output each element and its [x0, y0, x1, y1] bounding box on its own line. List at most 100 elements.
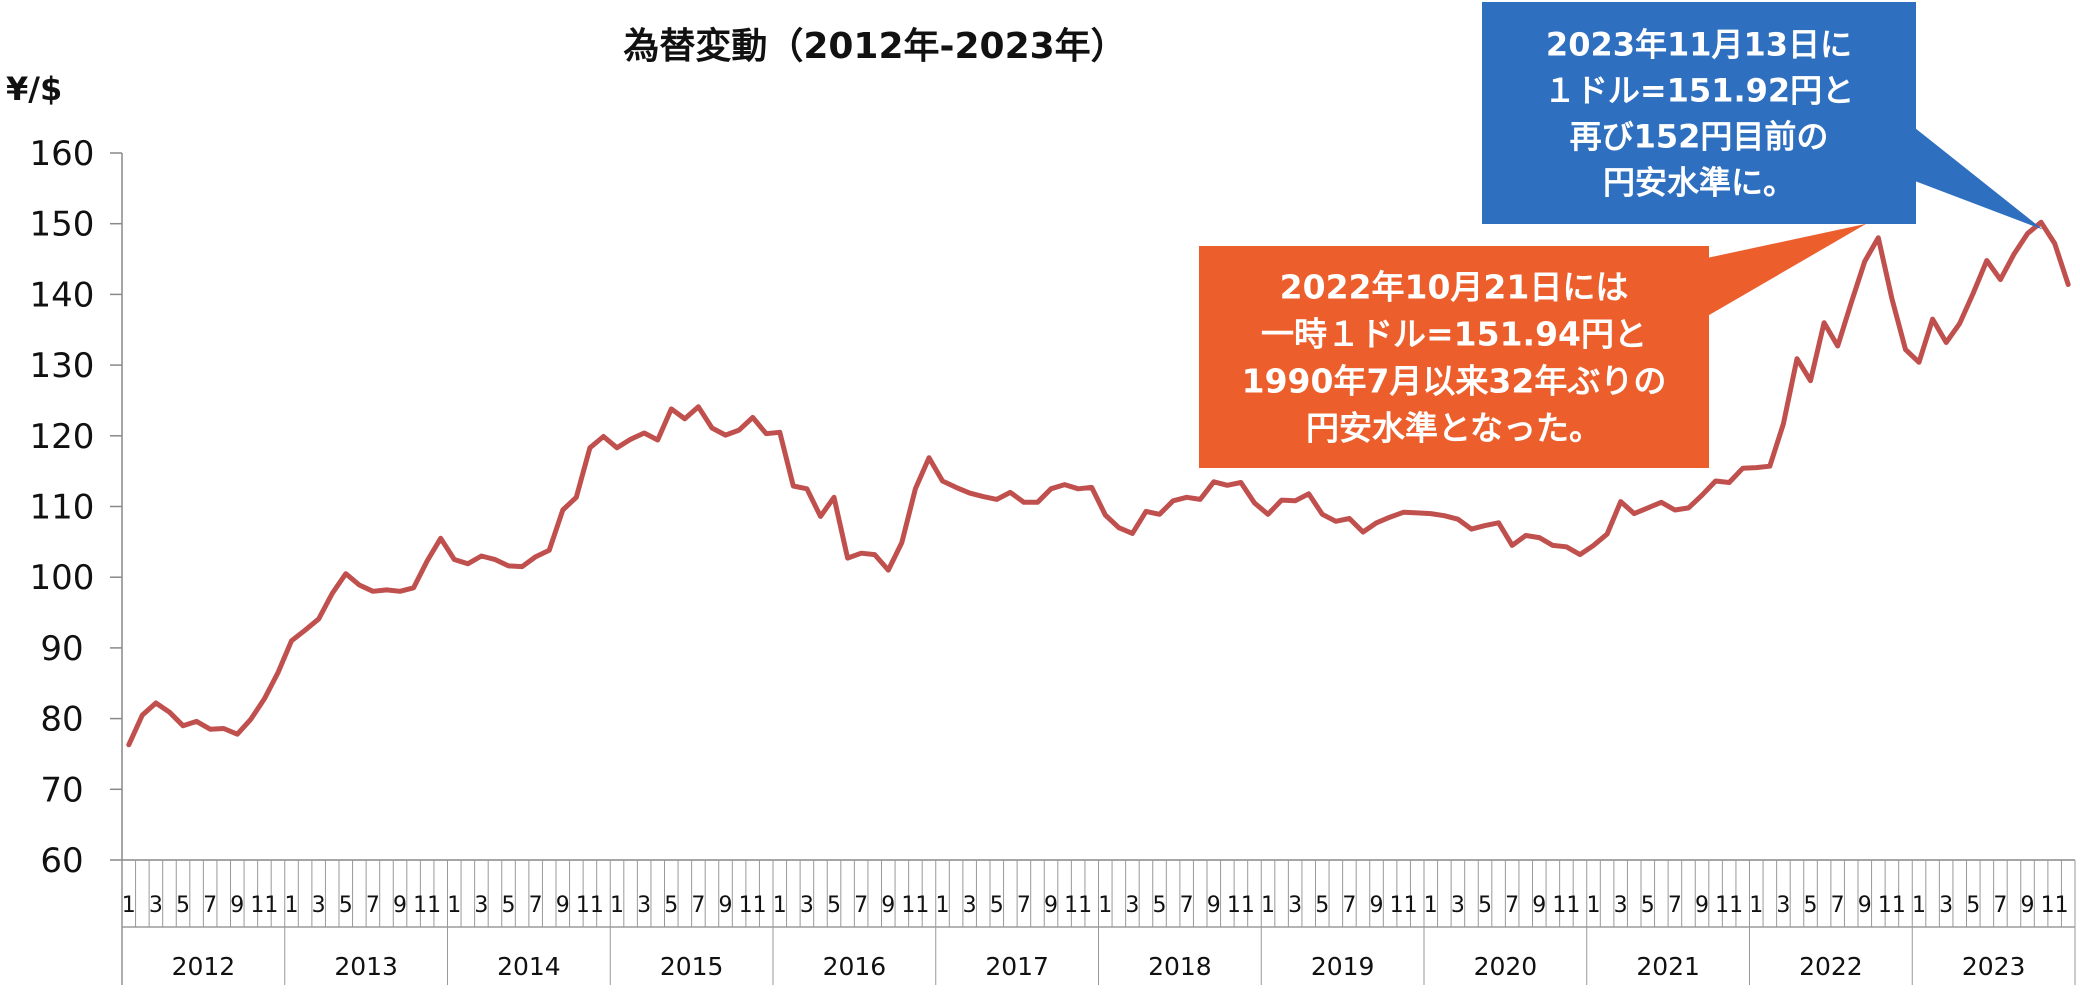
callout-line: １ドル=151.92円と [1544, 72, 1854, 110]
callout-line: 円安水準となった。 [1306, 408, 1602, 447]
year-label: 2013 [334, 952, 398, 981]
month-tick-label: 1 [1098, 893, 1112, 918]
month-tick-label: 1 [1261, 893, 1275, 918]
year-label: 2017 [985, 952, 1049, 981]
month-tick-label: 9 [1695, 893, 1709, 918]
month-tick-label: 5 [664, 893, 678, 918]
year-label: 2023 [1962, 952, 2026, 981]
month-tick-label: 3 [963, 893, 977, 918]
month-tick-label: 9 [556, 893, 570, 918]
callout-box [1482, 2, 1916, 224]
month-tick-label: 3 [312, 893, 326, 918]
month-tick-label: 5 [1315, 893, 1329, 918]
y-tick-label: 160 [30, 134, 95, 174]
month-tick-label: 11 [2041, 893, 2069, 918]
month-tick-label: 11 [1390, 893, 1418, 918]
month-tick-label: 9 [2021, 893, 2035, 918]
month-tick-label: 3 [1776, 893, 1790, 918]
month-tick-label: 11 [250, 893, 278, 918]
y-tick-label: 110 [30, 488, 95, 528]
month-tick-label: 7 [1342, 893, 1356, 918]
month-tick-label: 3 [637, 893, 651, 918]
month-tick-label: 7 [854, 893, 868, 918]
month-tick-label: 1 [1749, 893, 1763, 918]
month-tick-label: 7 [529, 893, 543, 918]
month-tick-label: 7 [1831, 893, 1845, 918]
month-tick-label: 7 [1505, 893, 1519, 918]
month-tick-label: 1 [1424, 893, 1438, 918]
year-label: 2016 [823, 952, 887, 981]
y-tick-label: 70 [40, 770, 83, 810]
month-tick-label: 9 [1370, 893, 1384, 918]
month-tick-label: 9 [1044, 893, 1058, 918]
month-tick-label: 5 [1804, 893, 1818, 918]
callout-line: 再び152円目前の [1570, 118, 1829, 156]
year-label: 2022 [1799, 952, 1863, 981]
month-tick-label: 7 [691, 893, 705, 918]
month-tick-label: 5 [502, 893, 516, 918]
month-tick-label: 3 [1451, 893, 1465, 918]
month-tick-label: 5 [827, 893, 841, 918]
month-tick-label: 1 [447, 893, 461, 918]
month-tick-label: 7 [203, 893, 217, 918]
month-tick-label: 7 [1668, 893, 1682, 918]
callout-line: 一時１ドル=151.94円と [1261, 314, 1647, 353]
month-tick-label: 7 [1180, 893, 1194, 918]
month-tick-label: 9 [719, 893, 733, 918]
year-label: 2019 [1311, 952, 1375, 981]
month-tick-label: 3 [149, 893, 163, 918]
month-tick-label: 11 [1227, 893, 1255, 918]
annotations-layer: 2023年11月13日に１ドル=151.92円と再び152円目前の円安水準に。2… [1199, 2, 2043, 468]
month-tick-label: 3 [1288, 893, 1302, 918]
y-axis-label: ¥/$ [6, 70, 62, 108]
month-tick-label: 9 [1207, 893, 1221, 918]
month-tick-label: 3 [800, 893, 814, 918]
y-tick-label: 130 [30, 346, 95, 386]
month-tick-label: 5 [1966, 893, 1980, 918]
month-tick-label: 1 [773, 893, 787, 918]
series-layer [126, 219, 2071, 748]
callout-line: 2022年10月21日には [1280, 267, 1629, 306]
month-tick-label: 7 [366, 893, 380, 918]
month-tick-label: 5 [176, 893, 190, 918]
month-tick-label: 5 [339, 893, 353, 918]
month-tick-label: 11 [1715, 893, 1743, 918]
year-label: 2014 [497, 952, 561, 981]
y-tick-label: 120 [30, 417, 95, 457]
callout-box [1199, 246, 1709, 468]
y-tick-label: 60 [40, 841, 83, 881]
y-tick-label: 90 [40, 629, 83, 669]
year-label: 2018 [1148, 952, 1212, 981]
month-tick-label: 5 [1641, 893, 1655, 918]
month-tick-label: 1 [285, 893, 299, 918]
year-label: 2015 [660, 952, 724, 981]
month-tick-label: 5 [1478, 893, 1492, 918]
y-axis: 60 70 80 90 100 110 120 130 140 150 160 [30, 134, 123, 985]
month-tick-label: 11 [1552, 893, 1580, 918]
month-tick-label: 1 [1587, 893, 1601, 918]
month-tick-label: 9 [1858, 893, 1872, 918]
month-tick-label: 3 [1939, 893, 1953, 918]
month-tick-label: 3 [1125, 893, 1139, 918]
year-label: 2012 [172, 952, 236, 981]
month-tick-label: 11 [413, 893, 441, 918]
month-tick-label: 11 [1064, 893, 1092, 918]
month-tick-label: 1 [610, 893, 624, 918]
month-tick-label: 9 [881, 893, 895, 918]
month-tick-label: 9 [1532, 893, 1546, 918]
month-tick-label: 5 [990, 893, 1004, 918]
month-tick-label: 9 [393, 893, 407, 918]
month-tick-label: 5 [1153, 893, 1167, 918]
month-tick-label: 11 [1878, 893, 1906, 918]
month-tick-label: 1 [1912, 893, 1926, 918]
callout-line: 円安水準に。 [1603, 164, 1795, 202]
month-tick-label: 7 [1017, 893, 1031, 918]
year-label: 2020 [1474, 952, 1538, 981]
callout-line: 2023年11月13日に [1546, 26, 1852, 64]
year-label: 2021 [1636, 952, 1700, 981]
y-tick-label: 140 [30, 275, 95, 315]
chart-title: 為替変動（2012年-2023年） [623, 25, 1126, 67]
